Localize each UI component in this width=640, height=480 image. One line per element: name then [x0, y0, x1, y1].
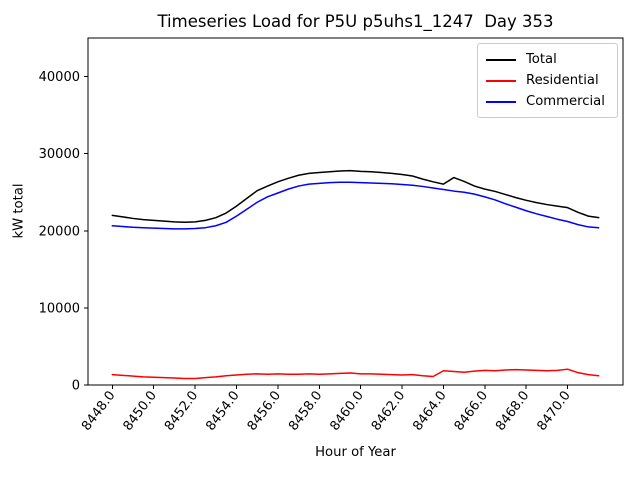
x-tick-label: 8466.0	[452, 388, 491, 433]
commercial-line-swatch	[486, 100, 516, 103]
legend-entry-total: Total	[486, 49, 609, 70]
x-axis-label: Hour of Year	[315, 445, 396, 460]
total-line	[111, 169, 600, 224]
axes-frame	[87, 37, 624, 386]
legend-box: Total Residential Commercial	[477, 43, 618, 118]
y-tick-label: 40000	[39, 70, 80, 85]
x-tick-label: 8460.0	[328, 388, 367, 433]
total-line-swatch	[486, 58, 516, 61]
y-axis-label: kW total	[11, 183, 27, 239]
x-tick-label: 8448.0	[79, 388, 118, 433]
legend-label-commercial: Commercial	[526, 94, 605, 109]
commercial-line	[111, 181, 600, 230]
legend-label-residential: Residential	[526, 73, 599, 88]
x-tick-label: 8464.0	[410, 388, 449, 433]
residential-line-swatch	[486, 79, 516, 82]
legend-label-total: Total	[526, 52, 557, 67]
x-tick-label: 8468.0	[493, 388, 532, 433]
legend-entry-residential: Residential	[486, 70, 609, 91]
y-tick-label: 10000	[39, 301, 80, 316]
chart-title: Timeseries Load for P5U p5uhs1_1247 Day …	[157, 12, 554, 31]
y-tick-label: 30000	[39, 147, 80, 162]
y-tick-label: 20000	[39, 224, 80, 239]
x-tick-label: 8450.0	[121, 388, 160, 433]
residential-line	[111, 368, 600, 380]
x-tick-label: 8456.0	[245, 388, 284, 433]
x-tick-label: 8454.0	[203, 388, 242, 433]
x-tick-label: 8452.0	[162, 388, 201, 433]
legend-entry-commercial: Commercial	[486, 91, 609, 112]
x-tick-label: 8458.0	[286, 388, 325, 433]
x-tick-label: 8470.0	[534, 388, 573, 433]
y-tick-label: 0	[72, 379, 80, 394]
x-tick-label: 8462.0	[369, 388, 408, 433]
